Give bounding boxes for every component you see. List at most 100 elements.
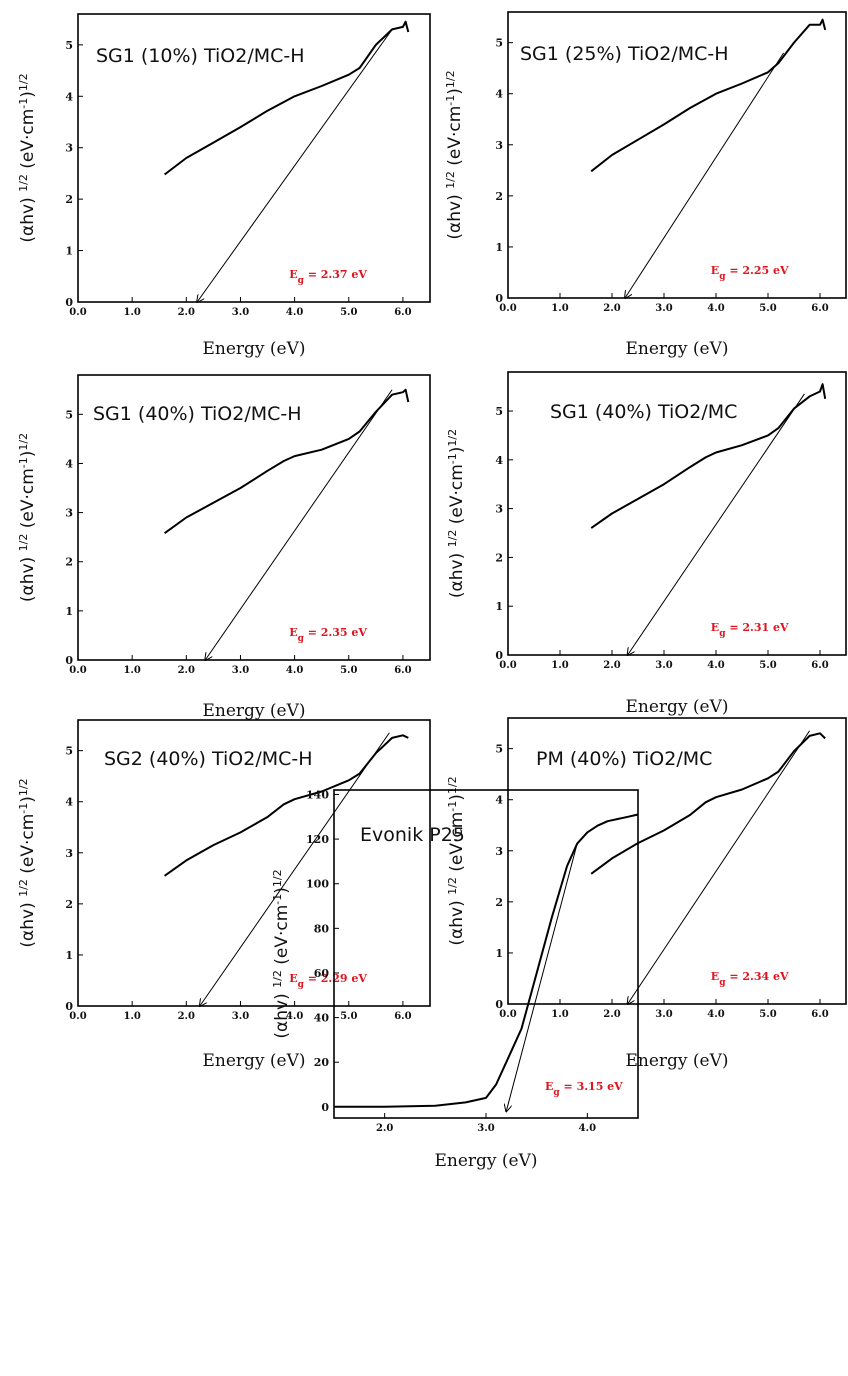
sample-label: SG1 (10%) TiO2/MC-H (96, 45, 305, 67)
y-axis-label: (αhv) 1/2 (eV·cm-1)1/2 (17, 778, 39, 947)
y-tick-label: 0 (321, 1101, 329, 1114)
x-axis-label: Energy (eV) (625, 697, 728, 717)
x-tick-label: 6.0 (394, 665, 411, 676)
y-axis-label: (αhv) 1/2 (eV·cm-1)1/2 (446, 429, 468, 598)
plot-frame (507, 717, 847, 1005)
x-tick-label: 4.0 (286, 1011, 303, 1022)
x-tick-label: 3.0 (232, 1011, 249, 1022)
chart-panel-5: 0.0 1.0 2.0 3.0 4.0 5.0 6.0 0 1 2 3 4 5 SG2 (40%) TiO… (17, 719, 431, 1071)
x-tick-label: 4.0 (707, 660, 724, 671)
absorption-curve (164, 388, 410, 535)
x-tick-label: 5.0 (759, 1009, 776, 1020)
y-tick-label: 20 (314, 1056, 330, 1069)
y-axis-label: (αhv) 1/2 (eV·cm-1)1/2 (17, 73, 39, 242)
sample-label: SG2 (40%) TiO2/MC-H (104, 748, 313, 770)
x-tick-label: 1.0 (551, 660, 568, 671)
x-tick-label: 1.0 (123, 307, 140, 318)
x-tick-label: 2.0 (376, 1123, 393, 1134)
x-axis-label: Energy (eV) (625, 339, 728, 359)
tangent-line (197, 29, 393, 302)
tangent-line (205, 389, 393, 660)
x-axis-label: Energy (eV) (625, 1051, 728, 1071)
y-tick-label: 4 (65, 796, 73, 809)
y-tick-label: 2 (65, 898, 73, 911)
x-tick-label: 5.0 (759, 660, 776, 671)
x-tick-label: 4.0 (579, 1123, 596, 1134)
sample-label: PM (40%) TiO2/MC (536, 748, 712, 770)
x-tick-label: 3.0 (232, 665, 249, 676)
y-tick-label: 3 (495, 503, 503, 516)
x-tick-label: 4.0 (707, 1009, 724, 1020)
x-tick-label: 2.0 (603, 660, 620, 671)
y-tick-label: 3 (495, 139, 503, 152)
y-tick-label: 140 (306, 788, 329, 801)
y-tick-label: 2 (495, 190, 503, 203)
chart-panel-2: 0.0 1.0 2.0 3.0 4.0 5.0 6.0 0 1 2 3 4 5 SG1 (25%) TiO… (444, 11, 847, 359)
x-tick-label: 2.0 (178, 665, 195, 676)
x-tick-label: 3.0 (655, 1009, 672, 1020)
band-gap-value: Eg = 2.29 eV (289, 972, 367, 990)
chart-panel-3: 0.0 1.0 2.0 3.0 4.0 5.0 6.0 0 1 2 3 4 5 SG1 (40%) TiO… (17, 374, 431, 721)
x-tick-label: 1.0 (123, 1011, 140, 1022)
y-tick-label: 1 (495, 600, 503, 613)
x-tick-label: 3.0 (655, 303, 672, 314)
chart-panel-1: 0.0 1.0 2.0 3.0 4.0 5.0 6.0 0 1 2 3 4 5 SG1 (10%) TiO… (17, 13, 431, 359)
x-tick-label: 0.0 (69, 1011, 86, 1022)
x-axis-label: Energy (eV) (202, 701, 305, 721)
band-gap-value: Eg = 2.31 eV (711, 621, 789, 639)
y-tick-label: 0 (65, 1000, 73, 1013)
x-tick-label: 2.0 (603, 303, 620, 314)
y-tick-label: 0 (495, 649, 503, 662)
x-axis-label: Energy (eV) (202, 339, 305, 359)
tangent-line (506, 843, 578, 1112)
x-tick-label: 0.0 (499, 660, 516, 671)
x-tick-label: 2.0 (178, 1011, 195, 1022)
absorption-curve (163, 20, 410, 176)
y-tick-label: 4 (495, 88, 503, 101)
band-gap-value: Eg = 3.15 eV (545, 1080, 623, 1098)
y-tick-label: 3 (65, 847, 73, 860)
x-axis-label: Energy (eV) (202, 1051, 305, 1071)
plot-frame (77, 719, 431, 1007)
tangent-line (625, 52, 785, 298)
y-tick-label: 1 (65, 949, 73, 962)
x-tick-label: 3.0 (655, 660, 672, 671)
absorption-curve (590, 18, 827, 173)
absorption-curve (164, 734, 409, 877)
tangent-line (628, 730, 811, 1004)
chart-panel-6: 0.0 1.0 2.0 3.0 4.0 5.0 6.0 0 1 2 3 4 5 PM (40%) TiO2… (446, 717, 847, 1071)
y-tick-label: 40 (314, 1012, 330, 1025)
x-tick-label: 4.0 (286, 307, 303, 318)
sample-label: SG1 (40%) TiO2/MC-H (93, 403, 302, 425)
plot-frame (77, 13, 431, 303)
x-tick-label: 6.0 (811, 1009, 828, 1020)
x-tick-label: 6.0 (811, 660, 828, 671)
x-tick-label: 2.0 (178, 307, 195, 318)
y-tick-label: 4 (495, 454, 503, 467)
y-tick-label: 1 (495, 241, 503, 254)
y-tick-label: 0 (495, 998, 503, 1011)
x-tick-label: 0.0 (499, 303, 516, 314)
y-tick-label: 5 (65, 745, 73, 758)
band-gap-value: Eg = 2.37 eV (289, 268, 367, 286)
y-tick-label: 0 (65, 654, 73, 667)
y-tick-label: 4 (65, 90, 73, 103)
band-gap-value: Eg = 2.25 eV (711, 264, 789, 282)
x-tick-label: 4.0 (286, 665, 303, 676)
y-tick-label: 5 (65, 408, 73, 421)
plot-frame (77, 374, 431, 661)
tangent-line (628, 393, 805, 655)
x-tick-label: 5.0 (340, 307, 357, 318)
x-tick-label: 3.0 (232, 307, 249, 318)
y-tick-label: 100 (306, 878, 329, 891)
y-tick-label: 3 (65, 142, 73, 155)
tangent-line (200, 732, 390, 1006)
x-tick-label: 5.0 (340, 1011, 357, 1022)
y-tick-label: 3 (65, 507, 73, 520)
y-tick-label: 1 (65, 605, 73, 618)
sample-label: SG1 (40%) TiO2/MC (550, 401, 737, 423)
x-tick-label: 1.0 (123, 665, 140, 676)
y-tick-label: 4 (495, 794, 503, 807)
